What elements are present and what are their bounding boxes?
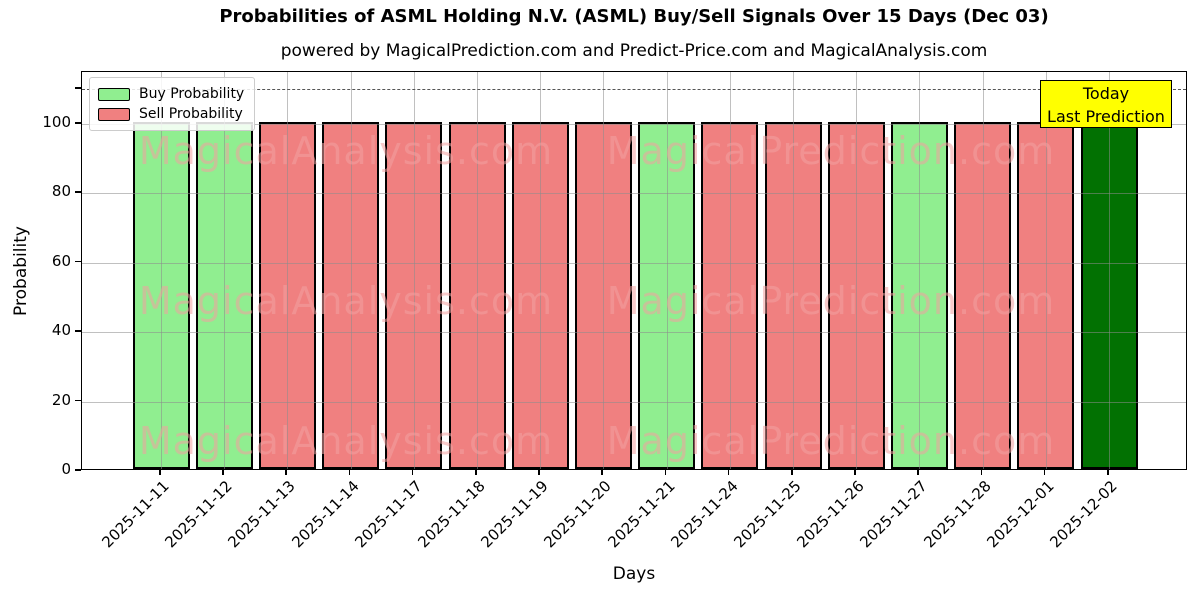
- y-tickmark: [75, 399, 81, 402]
- x-tickmark: [411, 470, 414, 475]
- x-tickmark: [917, 470, 919, 475]
- today-annotation: Today Last Prediction: [1040, 80, 1172, 128]
- x-tickmark: [538, 470, 540, 475]
- watermark-text: MagicalPrediction.com: [606, 129, 1056, 173]
- v-gridline: [350, 72, 352, 469]
- h-gridline: [82, 193, 1186, 195]
- x-tickmark: [1043, 470, 1046, 475]
- threshold-dashed-line: [82, 89, 1186, 91]
- watermark-text: MagicalPrediction.com: [606, 419, 1056, 463]
- x-tickmark: [1107, 470, 1109, 475]
- x-axis-label: Days: [612, 564, 656, 584]
- y-tickmark: [75, 191, 81, 193]
- v-gridline: [224, 72, 226, 469]
- x-tickmark: [601, 470, 603, 475]
- h-gridline: [82, 262, 1186, 264]
- v-gridline: [919, 72, 921, 469]
- v-gridline: [666, 72, 668, 469]
- v-gridline: [856, 72, 858, 469]
- annotation-line-1: Today: [1082, 84, 1130, 103]
- v-gridline: [1045, 72, 1047, 469]
- watermark-text: MagicalAnalysis.com: [138, 129, 554, 173]
- y-tickmark: [75, 122, 81, 124]
- h-gridline: [82, 332, 1186, 334]
- v-gridline: [793, 72, 794, 469]
- y-tick-label: 0: [61, 460, 71, 478]
- x-tickmark: [727, 470, 730, 475]
- y-tick-label: 80: [51, 182, 71, 201]
- x-tickmark: [159, 470, 161, 475]
- plot-area: MagicalAnalysis.com MagicalPrediction.com…: [81, 71, 1187, 470]
- x-tickmark: [791, 470, 793, 475]
- h-gridline: [82, 124, 1186, 125]
- sell-swatch-icon: [98, 107, 130, 121]
- x-tickmark: [664, 470, 667, 475]
- legend: Buy Probability Sell Probability: [89, 77, 256, 131]
- x-tickmark: [475, 470, 477, 475]
- watermark-text: MagicalAnalysis.com: [138, 419, 554, 463]
- x-tickmark: [222, 470, 224, 475]
- y-tick-label: 60: [51, 251, 71, 270]
- legend-item-sell: Sell Probability: [98, 104, 244, 124]
- v-gridline: [161, 72, 162, 469]
- x-tickmark: [980, 470, 983, 475]
- y-tickmark: [75, 330, 81, 332]
- y-tickmark: [75, 469, 81, 471]
- h-gridline: [82, 401, 1186, 403]
- x-tickmark: [348, 470, 351, 475]
- x-tickmark: [854, 470, 856, 475]
- y-tickmark: [75, 87, 81, 89]
- y-tickmark: [75, 260, 81, 263]
- chart-title: Probabilities of ASML Holding N.V. (ASML…: [219, 6, 1049, 27]
- y-tick-label: 100: [42, 113, 71, 131]
- v-gridline: [413, 72, 415, 469]
- v-gridline: [982, 72, 984, 469]
- legend-label: Sell Probability: [139, 106, 243, 122]
- v-gridline: [540, 72, 542, 469]
- v-gridline: [603, 72, 605, 469]
- annotation-line-2: Last Prediction: [1047, 107, 1165, 126]
- chart-subtitle: powered by MagicalPrediction.com and Pre…: [280, 41, 988, 61]
- v-gridline: [477, 72, 478, 469]
- v-gridline: [729, 72, 731, 469]
- watermark-text: MagicalPrediction.com: [606, 279, 1056, 323]
- y-axis-label: Probability: [11, 226, 31, 316]
- v-gridline: [1109, 72, 1110, 469]
- v-gridline: [287, 72, 289, 469]
- watermark-text: MagicalAnalysis.com: [138, 279, 554, 323]
- buy-swatch-icon: [98, 87, 130, 101]
- legend-item-buy: Buy Probability: [98, 84, 244, 104]
- y-tick-label: 40: [51, 321, 71, 340]
- y-tick-label: 20: [51, 390, 71, 409]
- legend-label: Buy Probability: [139, 86, 245, 102]
- x-tickmark: [285, 470, 287, 475]
